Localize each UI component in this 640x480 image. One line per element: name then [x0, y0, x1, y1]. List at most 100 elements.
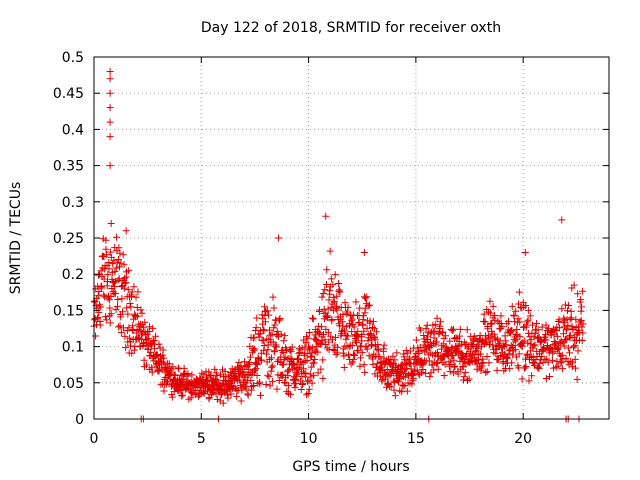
data-point [266, 356, 274, 364]
data-point [125, 324, 133, 332]
data-point [146, 323, 154, 331]
y-tick-label: 0.15 [53, 303, 84, 319]
data-point [365, 352, 373, 360]
data-point [422, 325, 430, 333]
data-point [247, 353, 255, 361]
data-point [308, 379, 316, 387]
data-point [511, 345, 519, 353]
data-point [259, 326, 267, 334]
data-point [268, 330, 276, 338]
data-point [403, 387, 411, 395]
data-point [490, 330, 498, 338]
data-point [326, 290, 334, 298]
data-point [380, 341, 388, 349]
data-point [527, 347, 535, 355]
data-point [431, 320, 439, 328]
data-point [327, 275, 335, 283]
data-point [137, 306, 145, 314]
data-point [211, 365, 219, 373]
data-point [109, 260, 117, 268]
data-point [141, 318, 149, 326]
data-point [567, 307, 575, 315]
data-point [182, 386, 190, 394]
data-point [486, 337, 494, 345]
data-point [493, 366, 501, 374]
data-point [481, 339, 489, 347]
data-point [242, 385, 250, 393]
data-point [495, 355, 503, 363]
data-point [291, 384, 299, 392]
data-point [312, 335, 320, 343]
data-point [408, 380, 416, 388]
data-point [152, 351, 160, 359]
data-point [535, 365, 543, 373]
data-point [224, 394, 232, 402]
data-point [121, 332, 129, 340]
data-point [558, 216, 566, 224]
data-point [348, 315, 356, 323]
data-point [106, 248, 114, 256]
y-tick-label: 0.1 [62, 340, 84, 356]
data-point [265, 311, 273, 319]
data-point [419, 365, 427, 373]
data-point [212, 375, 220, 383]
data-point [111, 282, 119, 290]
data-point [559, 365, 567, 373]
data-point [264, 371, 272, 379]
data-point [121, 279, 129, 287]
data-point [246, 360, 254, 368]
data-point [314, 348, 322, 356]
data-point [302, 333, 310, 341]
data-point [165, 360, 173, 368]
data-point [148, 368, 156, 376]
data-point [531, 341, 539, 349]
data-point [356, 362, 364, 370]
data-point [555, 344, 563, 352]
data-point [179, 391, 187, 399]
data-point [526, 312, 534, 320]
data-point [309, 315, 317, 323]
data-point [324, 329, 332, 337]
data-point [249, 382, 257, 390]
data-point [256, 380, 264, 388]
data-point [524, 316, 532, 324]
data-point [557, 352, 565, 360]
data-point [488, 319, 496, 327]
data-point [389, 352, 397, 360]
data-point [345, 343, 353, 351]
data-point [459, 376, 467, 384]
data-point [479, 359, 487, 367]
data-point [415, 350, 423, 358]
data-point [298, 344, 306, 352]
data-point [311, 355, 319, 363]
y-tick-label: 0.3 [62, 195, 84, 211]
data-point [512, 307, 520, 315]
data-point [516, 333, 524, 341]
data-point [484, 325, 492, 333]
data-point [374, 341, 382, 349]
data-point [481, 318, 489, 326]
data-point [414, 370, 422, 378]
data-point [363, 293, 371, 301]
data-point [97, 283, 105, 291]
data-point [128, 293, 136, 301]
data-point [333, 292, 341, 300]
data-point [271, 321, 279, 329]
data-point [424, 343, 432, 351]
data-point [306, 329, 314, 337]
data-point [122, 227, 130, 235]
data-point [119, 308, 127, 316]
data-point [364, 302, 372, 310]
data-point [115, 244, 123, 252]
data-point [353, 332, 361, 340]
data-point [292, 380, 300, 388]
data-point [106, 104, 114, 112]
data-point [511, 337, 519, 345]
data-point [237, 362, 245, 370]
data-point [302, 339, 310, 347]
data-point [483, 368, 491, 376]
data-point [169, 363, 177, 371]
data-point [256, 330, 264, 338]
data-point [286, 391, 294, 399]
